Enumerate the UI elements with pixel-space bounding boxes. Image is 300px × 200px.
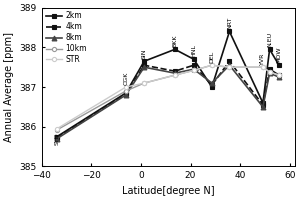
2km (192, 58, 196, 60)
2km (268, 48, 272, 51)
10km (277, 74, 281, 76)
X-axis label: Latitude[degree N]: Latitude[degree N] (122, 186, 214, 196)
STR (142, 82, 146, 84)
4km (55, 137, 59, 139)
8km (228, 64, 231, 66)
STR (277, 74, 281, 76)
4km (192, 64, 196, 66)
8km (261, 106, 265, 108)
STR (210, 64, 214, 66)
STR (173, 74, 177, 76)
8km (173, 72, 177, 74)
STR (268, 71, 272, 73)
Legend: 2km, 4km, 8km, 10km, STR: 2km, 4km, 8km, 10km, STR (44, 10, 88, 66)
2km (142, 60, 146, 62)
STR (192, 69, 196, 72)
Line: 4km: 4km (55, 59, 281, 140)
10km (228, 66, 231, 68)
10km (173, 74, 177, 76)
Line: STR: STR (55, 63, 281, 131)
4km (142, 64, 146, 66)
10km (55, 129, 59, 131)
Text: YVR: YVR (260, 53, 266, 65)
2km (277, 64, 281, 66)
8km (124, 94, 128, 96)
Line: 2km: 2km (55, 29, 281, 139)
Line: 10km: 10km (55, 63, 281, 132)
2km (124, 92, 128, 94)
10km (192, 69, 196, 72)
4km (261, 104, 265, 106)
10km (261, 66, 265, 68)
2km (228, 30, 231, 33)
2km (173, 48, 177, 51)
STR (124, 86, 128, 88)
Text: SIN: SIN (142, 49, 147, 59)
10km (268, 71, 272, 73)
STR (228, 66, 231, 68)
4km (228, 60, 231, 62)
10km (124, 90, 128, 92)
8km (55, 137, 59, 140)
STR (55, 128, 59, 130)
Text: HNL: HNL (191, 44, 196, 57)
2km (261, 102, 265, 104)
Text: BKK: BKK (172, 35, 177, 47)
Text: DEL: DEL (209, 51, 214, 63)
Text: MOW: MOW (277, 47, 281, 63)
10km (210, 64, 214, 66)
2km (210, 86, 214, 88)
2km (55, 135, 59, 138)
4km (124, 93, 128, 95)
4km (210, 84, 214, 86)
Text: NRT: NRT (227, 17, 232, 29)
Text: N.EU: N.EU (267, 32, 272, 47)
4km (277, 74, 281, 76)
Y-axis label: Annual Average [ppm]: Annual Average [ppm] (4, 32, 14, 142)
8km (210, 82, 214, 84)
8km (277, 76, 281, 78)
STR (261, 66, 265, 68)
Text: SYD: SYD (55, 132, 59, 145)
Line: 8km: 8km (55, 63, 281, 141)
4km (173, 70, 177, 72)
8km (142, 66, 146, 68)
10km (142, 82, 146, 84)
Text: CGK: CGK (123, 72, 128, 85)
8km (192, 68, 196, 70)
8km (268, 72, 272, 74)
4km (268, 68, 272, 70)
